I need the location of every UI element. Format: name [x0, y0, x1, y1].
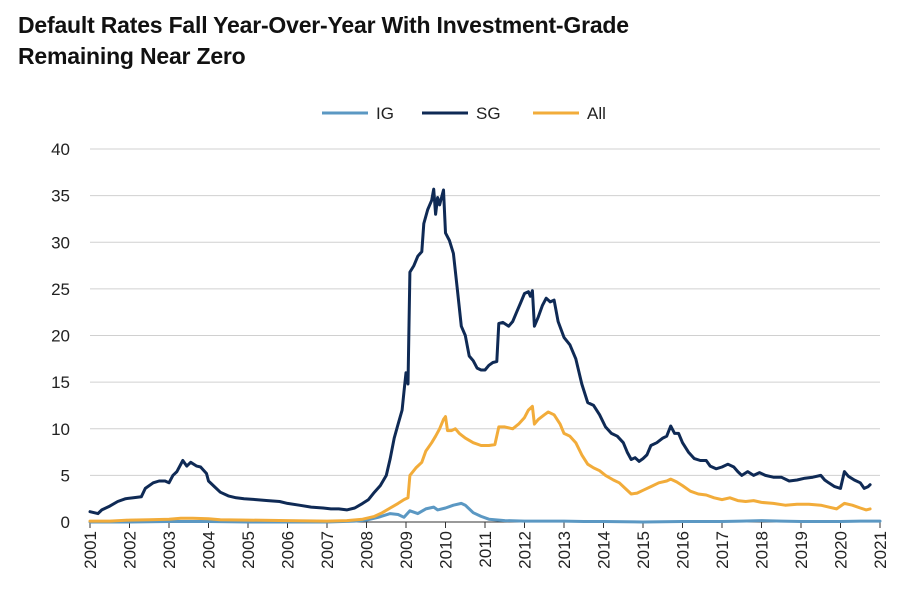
x-axis: 2001 2002 2003 2004 2005 2006 2007 2008 2009 2010…: [81, 521, 890, 569]
x-tick-label: 2003: [160, 531, 179, 569]
x-tick-label: 2013: [555, 531, 574, 569]
y-tick-label: 15: [51, 373, 70, 392]
chart-title: Default Rates Fall Year-Over-Year With I…: [18, 10, 898, 72]
x-tick-label: 2008: [358, 531, 377, 569]
x-tick-label: 2015: [634, 531, 653, 569]
y-tick-label: 25: [51, 280, 70, 299]
y-tick-label: 35: [51, 187, 70, 206]
series-line-sg: [88, 187, 872, 516]
x-tick-label: 2010: [437, 531, 456, 569]
x-tick-label: 2012: [516, 531, 535, 569]
x-tick-label: 2014: [595, 531, 614, 569]
y-tick-label: 10: [51, 420, 70, 439]
y-tick-label: 20: [51, 327, 70, 346]
x-tick-label: 2018: [753, 531, 772, 569]
chart-title-line-2: Remaining Near Zero: [18, 43, 246, 69]
plot-area: [88, 187, 882, 524]
x-tick-label: 2017: [713, 531, 732, 569]
x-tick-label: 2005: [239, 531, 258, 569]
x-tick-label: 2016: [674, 531, 693, 569]
y-tick-label: 40: [51, 140, 70, 159]
legend-label-sg: SG: [476, 104, 501, 123]
y-tick-label: 0: [61, 513, 70, 532]
y-axis: 0 5 10 15 20 25 30 35 40: [51, 140, 70, 532]
x-tick-label: 2020: [832, 531, 851, 569]
x-tick-label: 2009: [397, 531, 416, 569]
x-tick-label: 2011: [476, 531, 495, 568]
y-tick-label: 5: [61, 466, 70, 485]
x-tick-label: 2001: [81, 531, 100, 569]
x-tick-label: 2002: [121, 531, 140, 569]
x-tick-label: 2006: [279, 531, 298, 569]
gridlines: [90, 148, 880, 476]
series-line-all: [88, 404, 872, 523]
x-tick-label: 2007: [318, 531, 337, 569]
legend-label-all: All: [587, 104, 606, 123]
x-tick-label: 2004: [200, 531, 219, 569]
x-tick-label: 2021: [871, 531, 890, 569]
legend-label-ig: IG: [376, 104, 394, 123]
chart-title-line-1: Default Rates Fall Year-Over-Year With I…: [18, 12, 629, 38]
y-tick-label: 30: [51, 233, 70, 252]
x-tick-label: 2019: [792, 531, 811, 569]
chart-legend: IG SG All: [322, 104, 606, 123]
